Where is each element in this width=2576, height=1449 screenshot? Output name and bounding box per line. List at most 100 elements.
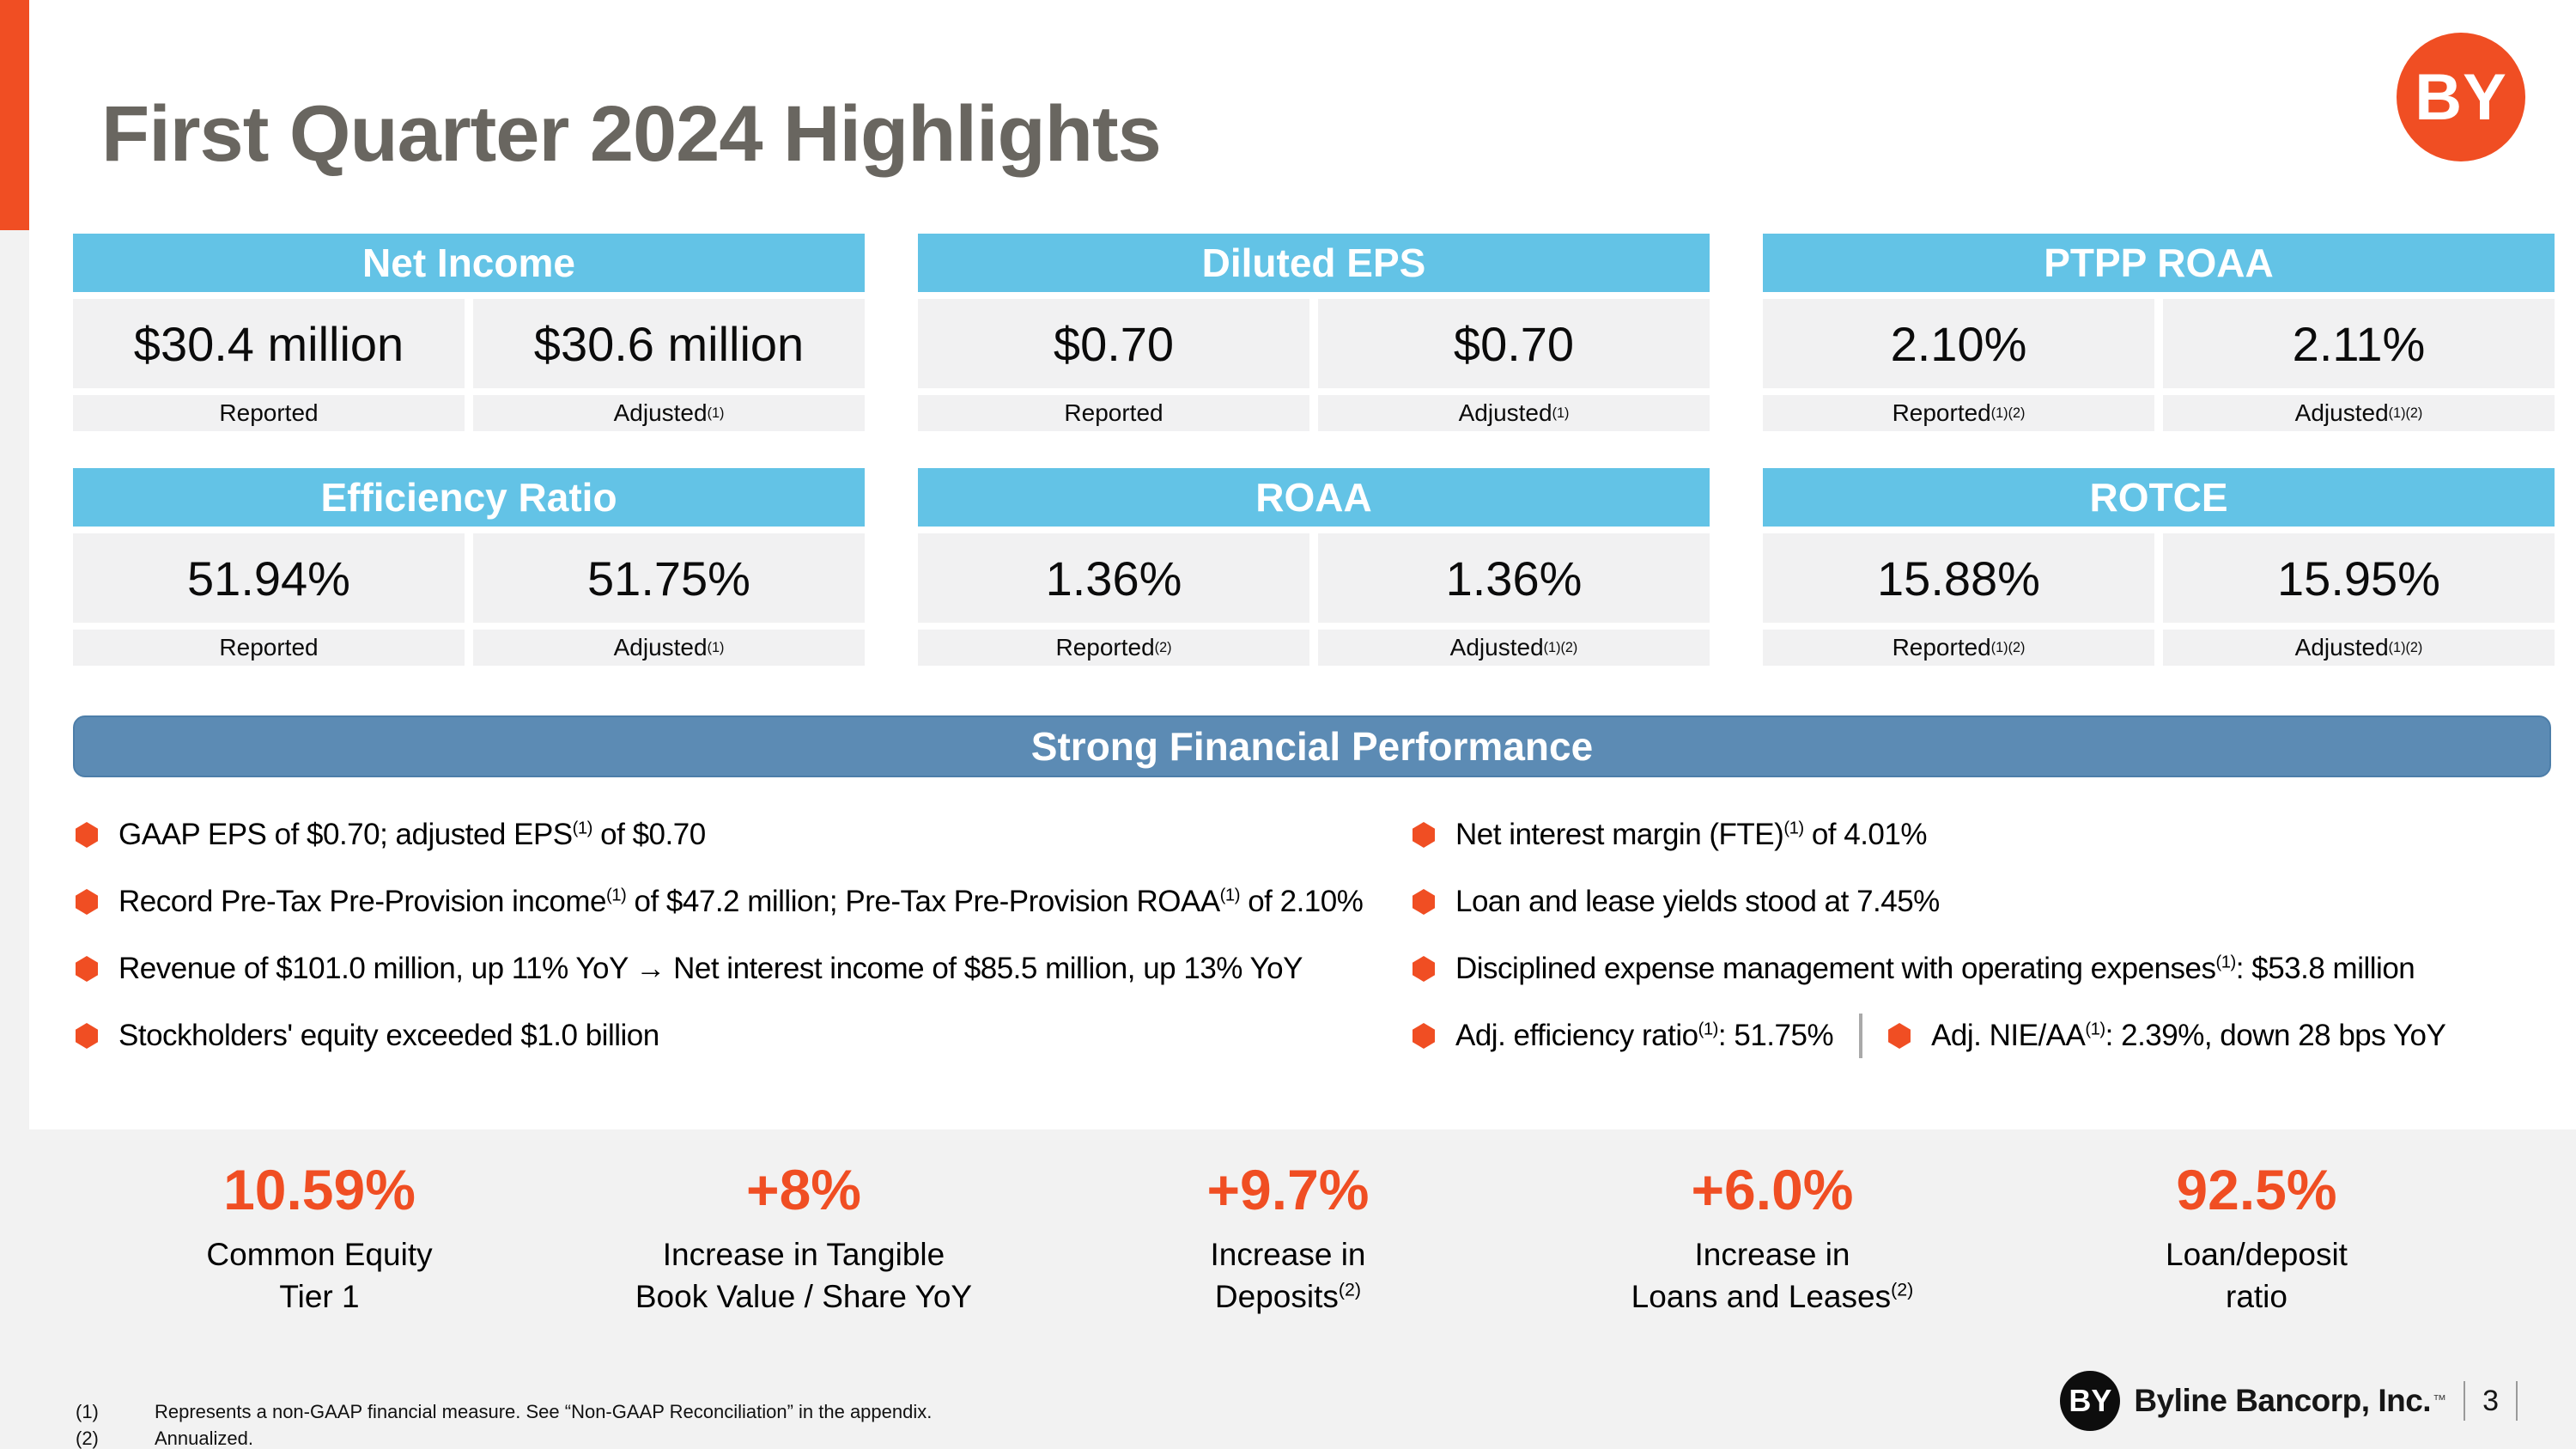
byline-logo-icon: BY bbox=[2397, 33, 2525, 161]
card-values: $30.4 million $30.6 million bbox=[73, 299, 865, 388]
vertical-divider bbox=[1859, 1014, 1863, 1058]
card-labels: Reported Adjusted (1) bbox=[73, 395, 865, 431]
stat-label: Common Equity Tier 1 bbox=[77, 1233, 562, 1318]
bullet-hex-icon bbox=[1413, 956, 1435, 982]
stat-label-line: Increase in bbox=[1694, 1237, 1850, 1272]
bullet-hex-icon bbox=[76, 889, 98, 915]
bullet-item: GAAP EPS of $0.70; adjusted EPS(1) of $0… bbox=[76, 801, 1363, 868]
byline-footer-logo-icon: BY bbox=[2060, 1371, 2121, 1431]
metric-label-reported: Reported bbox=[918, 395, 1309, 431]
bullet-text: GAAP EPS of $0.70; adjusted EPS(1) of $0… bbox=[118, 818, 706, 851]
performance-banner: Strong Financial Performance bbox=[73, 715, 2551, 777]
metric-card-efficiency-ratio: Efficiency Ratio 51.94% 51.75% Reported … bbox=[73, 468, 865, 666]
bullet-column-right: Net interest margin (FTE)(1) of 4.01% Lo… bbox=[1413, 801, 2446, 1069]
bullet-text: Disciplined expense management with oper… bbox=[1455, 952, 2415, 985]
bullet-text: Stockholders' equity exceeded $1.0 billi… bbox=[118, 1019, 659, 1052]
footnote-number: (2) bbox=[76, 1428, 99, 1449]
page-number: 3 bbox=[2482, 1384, 2499, 1417]
metric-card-roaa: ROAA 1.36% 1.36% Reported (2) Adjusted (1)… bbox=[918, 468, 1710, 666]
stat-label-line: Loan/deposit bbox=[2166, 1237, 2348, 1272]
metric-card-diluted-eps: Diluted EPS $0.70 $0.70 Reported Adjuste… bbox=[918, 234, 1710, 431]
bullet-item-pair: Adj. efficiency ratio(1): 51.75% Adj. NI… bbox=[1413, 1002, 2446, 1069]
stat-tangible-book-value: +8% Increase in Tangible Book Value / Sh… bbox=[562, 1161, 1046, 1318]
bullet-hex-icon bbox=[76, 822, 98, 848]
bullet-text: Record Pre-Tax Pre-Provision income(1) o… bbox=[118, 885, 1364, 918]
stat-label-line: ratio bbox=[2226, 1279, 2287, 1315]
metric-value-reported: 15.88% bbox=[1763, 533, 2154, 623]
metric-label-reported: Reported (2) bbox=[918, 630, 1309, 666]
metric-label-adjusted: Adjusted (1)(2) bbox=[2163, 395, 2555, 431]
bullet-text: Loan and lease yields stood at 7.45% bbox=[1455, 885, 1940, 918]
card-labels: Reported Adjusted (1) bbox=[73, 630, 865, 666]
metric-value-reported: 2.10% bbox=[1763, 299, 2154, 388]
card-values: 15.88% 15.95% bbox=[1763, 533, 2555, 623]
card-values: $0.70 $0.70 bbox=[918, 299, 1710, 388]
bullet-item: Stockholders' equity exceeded $1.0 billi… bbox=[76, 1002, 1363, 1069]
stat-label: Loan/deposit ratio bbox=[2014, 1233, 2499, 1318]
metric-label-adjusted: Adjusted (1)(2) bbox=[1318, 630, 1710, 666]
metric-label-reported: Reported bbox=[73, 395, 465, 431]
card-title: Diluted EPS bbox=[918, 234, 1710, 292]
byline-logo-text: BY bbox=[2415, 60, 2507, 134]
bullet-hex-icon bbox=[76, 1023, 98, 1049]
metric-card-net-income: Net Income $30.4 million $30.6 million R… bbox=[73, 234, 865, 431]
stat-label-line: Loans and Leases(2) bbox=[1631, 1279, 1914, 1315]
footer-separator bbox=[2464, 1381, 2466, 1421]
stat-label-line: Deposits(2) bbox=[1214, 1279, 1362, 1315]
left-accent-bar bbox=[0, 0, 29, 230]
metric-label-reported: Reported (1)(2) bbox=[1763, 395, 2154, 431]
metric-label-adjusted: Adjusted (1)(2) bbox=[2163, 630, 2555, 666]
page-title: First Quarter 2024 Highlights bbox=[101, 89, 1162, 178]
card-title: Net Income bbox=[73, 234, 865, 292]
stat-value: 10.59% bbox=[223, 1158, 416, 1221]
stat-cet1: 10.59% Common Equity Tier 1 bbox=[77, 1161, 562, 1318]
metric-card-ptpp-roaa: PTPP ROAA 2.10% 2.11% Reported (1)(2) Adj… bbox=[1763, 234, 2555, 431]
bullet-item: Net interest margin (FTE)(1) of 4.01% bbox=[1413, 801, 2445, 868]
stats-row: 10.59% Common Equity Tier 1 +8% Increase… bbox=[77, 1161, 2499, 1318]
metric-value-adjusted: 15.95% bbox=[2163, 533, 2555, 623]
footnote-text: Annualized. bbox=[155, 1428, 253, 1449]
footnote-number: (1) bbox=[76, 1401, 99, 1422]
metric-label-adjusted: Adjusted (1) bbox=[473, 630, 865, 666]
metric-cards-row-1: Net Income $30.4 million $30.6 million R… bbox=[73, 234, 2555, 431]
bullet-hex-icon bbox=[1413, 889, 1435, 915]
footer-trademark: ™ bbox=[2433, 1393, 2447, 1408]
metric-card-rotce: ROTCE 15.88% 15.95% Reported (1)(2) Adjus… bbox=[1763, 468, 2555, 666]
card-values: 1.36% 1.36% bbox=[918, 533, 1710, 623]
stat-label: Increase in Tangible Book Value / Share … bbox=[562, 1233, 1046, 1318]
footnotes: (1) Represents a non-GAAP financial meas… bbox=[76, 1398, 932, 1449]
card-labels: Reported (1)(2) Adjusted (1)(2) bbox=[1763, 395, 2555, 431]
footer: BY Byline Bancorp, Inc. ™ 3 bbox=[2060, 1371, 2535, 1431]
metric-label-adjusted: Adjusted (1) bbox=[473, 395, 865, 431]
bullet-column-left: GAAP EPS of $0.70; adjusted EPS(1) of $0… bbox=[76, 801, 1364, 1069]
bullet-hex-icon bbox=[1413, 1023, 1435, 1049]
footnote-2: (2) Annualized. bbox=[76, 1425, 932, 1449]
footnote-1: (1) Represents a non-GAAP financial meas… bbox=[76, 1398, 932, 1425]
metric-value-reported: 51.94% bbox=[73, 533, 465, 623]
card-title: PTPP ROAA bbox=[1763, 234, 2555, 292]
footer-brand: Byline Bancorp, Inc. bbox=[2134, 1383, 2432, 1418]
bullet-hex-icon bbox=[1413, 822, 1435, 848]
bullet-hex-icon bbox=[76, 956, 98, 982]
stat-value: 92.5% bbox=[2176, 1158, 2337, 1221]
stat-deposits: +9.7% Increase in Deposits(2) bbox=[1046, 1161, 1530, 1318]
stat-label-line: Tier 1 bbox=[279, 1279, 360, 1315]
stat-value: +8% bbox=[746, 1158, 861, 1221]
stat-loans-leases: +6.0% Increase in Loans and Leases(2) bbox=[1530, 1161, 2014, 1318]
footer-logo-text: BY bbox=[2069, 1383, 2112, 1418]
card-values: 2.10% 2.11% bbox=[1763, 299, 2555, 388]
metric-label-adjusted: Adjusted (1) bbox=[1318, 395, 1710, 431]
stat-loan-deposit-ratio: 92.5% Loan/deposit ratio bbox=[2014, 1161, 2499, 1318]
metric-label-reported: Reported bbox=[73, 630, 465, 666]
bullet-item: Record Pre-Tax Pre-Provision income(1) o… bbox=[76, 868, 1364, 935]
card-title: ROTCE bbox=[1763, 468, 2555, 527]
metric-value-adjusted: 2.11% bbox=[2163, 299, 2555, 388]
footer-separator bbox=[2516, 1381, 2518, 1421]
bullet-text: Adj. NIE/AA(1): 2.39%, down 28 bps YoY bbox=[1931, 1019, 2446, 1052]
stat-label: Increase in Deposits(2) bbox=[1046, 1233, 1530, 1318]
card-labels: Reported (2) Adjusted (1)(2) bbox=[918, 630, 1710, 666]
stat-label-line: Increase in bbox=[1210, 1237, 1366, 1272]
bullet-text: Net interest margin (FTE)(1) of 4.01% bbox=[1455, 818, 1928, 851]
card-title: Efficiency Ratio bbox=[73, 468, 865, 527]
